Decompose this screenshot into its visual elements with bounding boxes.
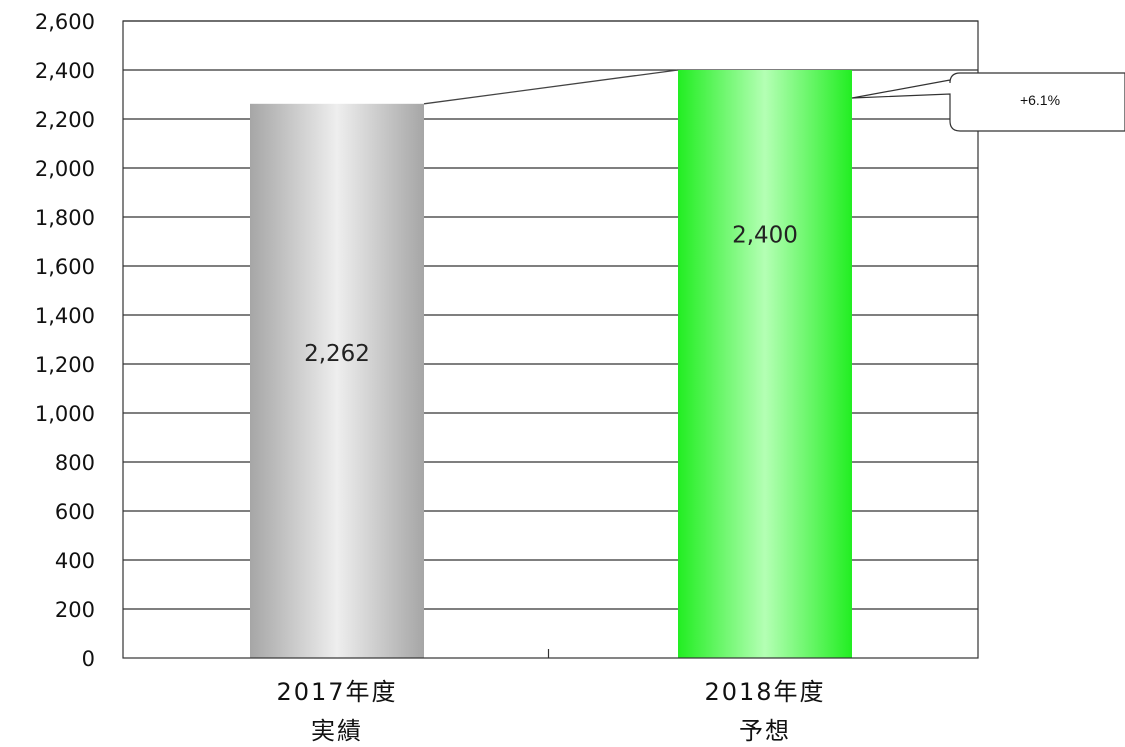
plot-frame — [122, 20, 979, 659]
y-tick-label: 1,400 — [35, 304, 95, 328]
category-label: 2018年度 — [704, 678, 825, 706]
y-tick-label: 200 — [55, 598, 95, 622]
connector-line — [423, 69, 679, 105]
bar — [678, 70, 852, 658]
y-tick-label: 1,200 — [35, 353, 95, 377]
y-tick-label: 2,200 — [35, 108, 95, 132]
y-tick-label: 600 — [55, 500, 95, 524]
y-tick-label: 1,600 — [35, 255, 95, 279]
y-tick-label: 1,000 — [35, 402, 95, 426]
y-tick-label: 400 — [55, 549, 95, 573]
callout-label: +6.1% — [1020, 92, 1060, 108]
y-tick-label: 0 — [82, 647, 95, 671]
y-tick-label: 2,000 — [35, 157, 95, 181]
category-label: 2017年度 — [276, 678, 397, 706]
y-tick-label: 1,800 — [35, 206, 95, 230]
data-label: 2,400 — [732, 223, 798, 249]
data-label: 2,262 — [304, 341, 370, 367]
y-tick-label: 800 — [55, 451, 95, 475]
y-tick-label: 2,400 — [35, 59, 95, 83]
bar — [250, 103, 424, 658]
callout-box — [851, 72, 1125, 132]
category-label: 実績 — [311, 717, 363, 745]
category-label: 予想 — [739, 717, 791, 745]
y-tick-label: 2,600 — [35, 10, 95, 34]
